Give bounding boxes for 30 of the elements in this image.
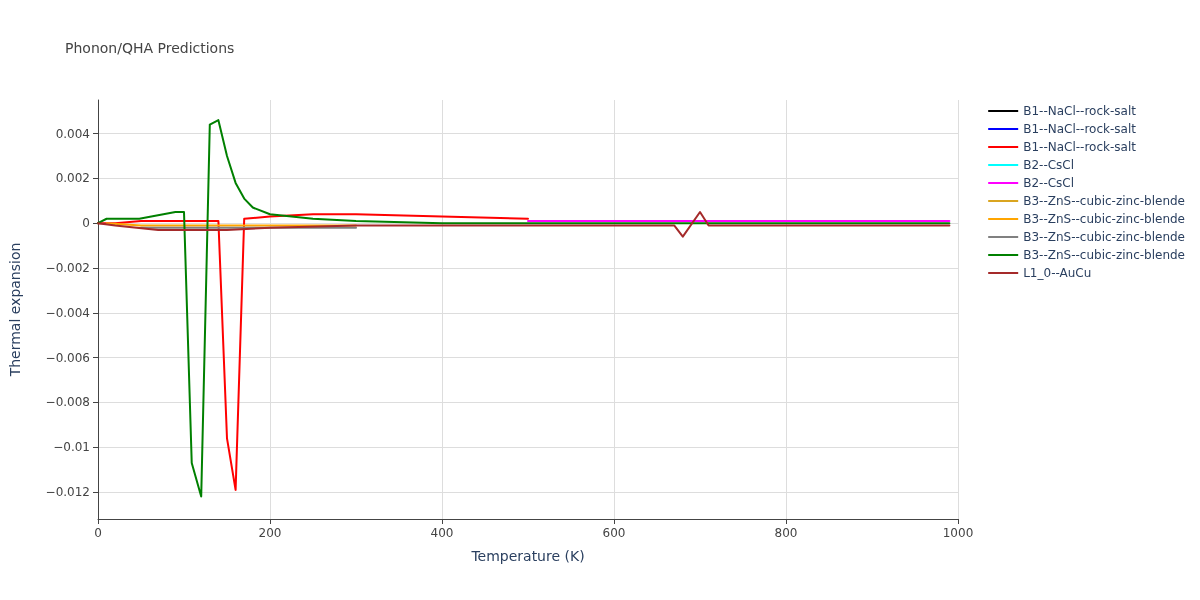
x-tick-label: 800 xyxy=(774,526,798,540)
x-tick-label: 0 xyxy=(94,526,102,540)
y-tick-label: −0.012 xyxy=(45,485,90,500)
y-tick-label: −0.01 xyxy=(53,440,90,455)
legend-label: B3--ZnS--cubic-zinc-blende xyxy=(1023,230,1186,244)
legend-label: B3--ZnS--cubic-zinc-blende xyxy=(1023,194,1186,208)
legend-label: B1--NaCl--rock-salt xyxy=(1023,140,1137,154)
line-series xyxy=(97,119,951,498)
y-tick-label: −0.008 xyxy=(45,395,90,410)
y-tick-label: 0 xyxy=(82,216,90,231)
line-series xyxy=(97,211,951,238)
y-tick-label: −0.004 xyxy=(45,305,90,320)
legend-label: B2--CsCl xyxy=(1023,176,1075,190)
x-tick-label: 1000 xyxy=(942,526,974,540)
legend-label: L1_0--AuCu xyxy=(1023,266,1092,280)
y-tick-label: −0.006 xyxy=(45,350,90,365)
legend-label: B2--CsCl xyxy=(1023,158,1075,172)
legend-label: B1--NaCl--rock-salt xyxy=(1023,104,1137,118)
legend-label: B3--ZnS--cubic-zinc-blende xyxy=(1023,248,1186,262)
y-tick-label: 0.004 xyxy=(55,126,90,141)
y-tick-label: 0.002 xyxy=(55,171,90,186)
x-tick-label: 600 xyxy=(602,526,626,540)
y-axis-title: Thermal expansion xyxy=(7,242,23,378)
x-tick-label: 200 xyxy=(258,526,282,540)
legend-label: B1--NaCl--rock-salt xyxy=(1023,122,1137,136)
x-tick-label: 400 xyxy=(430,526,454,540)
y-tick-label: −0.002 xyxy=(45,261,90,276)
chart-title: Phonon/QHA Predictions xyxy=(65,40,235,56)
legend-label: B3--ZnS--cubic-zinc-blende xyxy=(1023,212,1186,226)
x-axis-title: Temperature (K) xyxy=(470,548,585,564)
